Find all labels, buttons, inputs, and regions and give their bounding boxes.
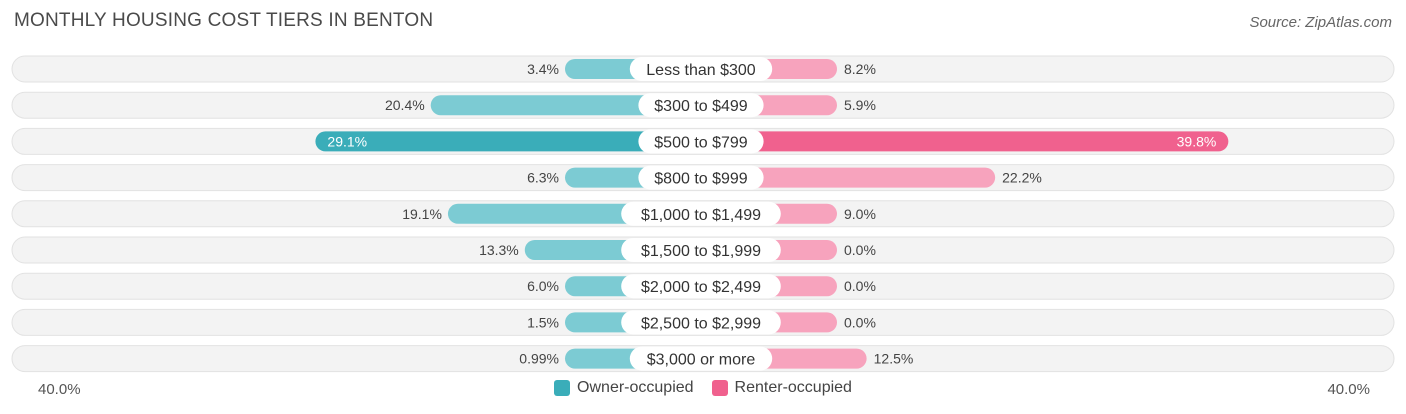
- legend-swatch-owner: [554, 380, 571, 396]
- category-pill: [638, 93, 764, 118]
- category-label: $3,000 or more: [647, 352, 756, 369]
- category-label: $1,000 to $1,499: [641, 207, 761, 224]
- renter-bar: [701, 131, 1229, 152]
- renter-bar: [701, 167, 996, 188]
- owner-value-label: 3.4%: [527, 61, 559, 77]
- category-label: $2,000 to $2,499: [641, 279, 761, 296]
- renter-value-label: 0.0%: [844, 278, 876, 294]
- owner-value-label: 20.4%: [385, 97, 425, 113]
- category-pill: [621, 238, 781, 262]
- chart-title: MONTHLY HOUSING COST TIERS IN BENTON: [14, 10, 434, 31]
- renter-value-label: 8.2%: [844, 61, 876, 77]
- owner-bar: [430, 95, 701, 116]
- owner-value-label: 0.99%: [519, 351, 559, 367]
- category-pill: [629, 57, 773, 81]
- owner-value-label: 13.3%: [479, 242, 519, 258]
- category-label: $1,500 to $1,999: [641, 243, 761, 260]
- renter-value-label: 9.0%: [844, 206, 876, 222]
- renter-value-label: 0.0%: [844, 314, 876, 330]
- category-pill: [621, 310, 781, 335]
- category-label: $2,500 to $2,999: [641, 315, 761, 332]
- legend-label-owner: Owner-occupied: [577, 379, 694, 396]
- legend-item-renter[interactable]: Renter-occupied: [711, 379, 852, 397]
- category-pill: [621, 201, 781, 226]
- category-pill: [629, 346, 773, 371]
- renter-value-label: 12.5%: [874, 351, 914, 367]
- legend: Owner-occupied Renter-occupied: [0, 379, 1406, 397]
- renter-value-label: 22.2%: [1002, 170, 1042, 186]
- category-label: Less than $300: [646, 62, 756, 79]
- renter-value-label: 5.9%: [844, 97, 876, 113]
- category-pill: [638, 129, 764, 154]
- legend-label-renter: Renter-occupied: [734, 379, 852, 396]
- axis-label-right: 40.0%: [1327, 381, 1370, 398]
- category-pill: [621, 274, 781, 299]
- legend-swatch-renter: [711, 380, 728, 396]
- owner-bar: [315, 131, 701, 152]
- renter-value-label: 39.8%: [1177, 133, 1217, 149]
- legend-item-owner[interactable]: Owner-occupied: [554, 379, 694, 397]
- owner-value-label: 19.1%: [402, 206, 442, 222]
- owner-value-label: 6.3%: [527, 170, 559, 186]
- owner-value-label: 29.1%: [327, 133, 367, 149]
- category-pill: [638, 165, 764, 190]
- category-label: $300 to $499: [654, 98, 748, 115]
- owner-value-label: 6.0%: [527, 278, 559, 294]
- owner-value-label: 1.5%: [527, 314, 559, 330]
- source-note: Source: ZipAtlas.com: [1249, 14, 1392, 31]
- category-label: $500 to $799: [654, 134, 748, 151]
- renter-value-label: 0.0%: [844, 242, 876, 258]
- category-label: $800 to $999: [654, 171, 748, 188]
- axis-label-left: 40.0%: [38, 381, 81, 398]
